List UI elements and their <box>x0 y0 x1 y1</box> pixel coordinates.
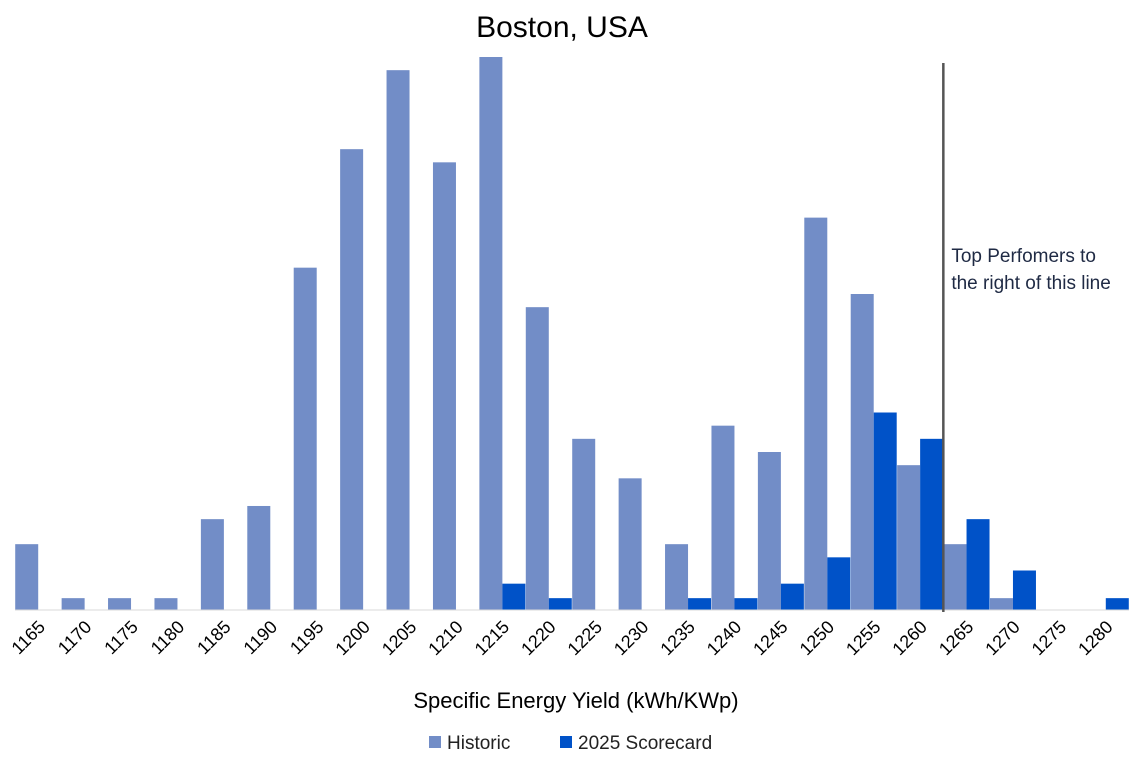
bar-historic-1265 <box>943 544 967 610</box>
bar-historic-1185 <box>200 519 224 610</box>
x-tick-label: 1190 <box>240 617 282 659</box>
bar-historic-1195 <box>293 267 317 610</box>
x-tick-label: 1270 <box>981 617 1023 659</box>
bar-2025-1215 <box>502 583 526 610</box>
x-tick-label: 1220 <box>517 617 559 659</box>
bar-historic-1255 <box>850 294 874 610</box>
x-tick-label: 1255 <box>842 617 884 659</box>
bar-historic-1210 <box>432 162 456 610</box>
legend-swatch-historic <box>429 736 441 748</box>
bar-historic-1225 <box>572 438 596 610</box>
legend-label-historic: Historic <box>447 733 510 754</box>
annotation-text: Top Perfomers to <box>951 246 1096 267</box>
x-tick-label: 1215 <box>471 617 513 659</box>
x-tick-label: 1205 <box>378 617 420 659</box>
bar-2025-1265 <box>966 519 990 610</box>
x-tick-label: 1235 <box>656 617 698 659</box>
bar-2025-1255 <box>873 412 897 610</box>
bar-historic-1190 <box>247 505 271 610</box>
bar-historic-1245 <box>757 452 781 610</box>
x-axis-label: Specific Energy Yield (kWh/KWp) <box>413 688 738 713</box>
bar-historic-1270 <box>989 598 1013 610</box>
x-tick-label: 1250 <box>796 617 838 659</box>
bar-2025-1270 <box>1012 570 1036 610</box>
x-tick-labels: 1165 1170 1175 1180 1185 1190 1195 1200 1205 1210… <box>8 617 1117 659</box>
x-tick-label: 1260 <box>888 617 930 659</box>
bar-historic-1205 <box>386 70 410 611</box>
bar-historic-1260 <box>897 465 921 610</box>
bar-2025-1280 <box>1105 598 1129 610</box>
bar-historic-1235 <box>665 544 689 610</box>
x-tick-label: 1265 <box>935 617 977 659</box>
bar-historic-1165 <box>15 544 39 610</box>
bars-group <box>15 57 1129 611</box>
bar-historic-1215 <box>479 57 503 610</box>
bar-historic-1240 <box>711 425 735 610</box>
bar-historic-1180 <box>154 598 178 610</box>
x-tick-label: 1245 <box>749 617 791 659</box>
bar-historic-1175 <box>108 598 132 610</box>
x-tick-label: 1275 <box>1028 617 1070 659</box>
x-tick-label: 1240 <box>703 617 745 659</box>
chart-title: Boston, USA <box>476 11 648 44</box>
bar-historic-1250 <box>804 217 828 610</box>
legend: Historic 2025 Scorecard <box>429 733 712 754</box>
x-tick-label: 1280 <box>1074 617 1116 659</box>
bar-2025-1240 <box>734 598 758 610</box>
x-tick-label: 1195 <box>286 617 328 659</box>
x-tick-label: 1165 <box>8 617 50 659</box>
bar-historic-1230 <box>618 478 642 610</box>
bar-2025-1235 <box>688 598 712 610</box>
x-tick-label: 1230 <box>610 617 652 659</box>
x-tick-label: 1200 <box>331 617 373 659</box>
reference-line-group: Top Perfomers to the right of this line <box>942 63 1111 612</box>
x-tick-label: 1225 <box>564 617 606 659</box>
legend-label-2025: 2025 Scorecard <box>578 733 712 754</box>
bar-2025-1260 <box>920 438 944 610</box>
bar-historic-1220 <box>525 307 549 610</box>
x-tick-label: 1185 <box>193 617 235 659</box>
annotation-text: the right of this line <box>951 273 1110 294</box>
bar-2025-1250 <box>827 557 851 610</box>
x-tick-label: 1180 <box>147 617 189 659</box>
x-tick-label: 1170 <box>54 617 96 659</box>
bar-historic-1200 <box>340 149 364 611</box>
bar-2025-1220 <box>548 598 572 610</box>
bar-historic-1170 <box>61 598 85 610</box>
x-tick-label: 1175 <box>100 617 142 659</box>
x-tick-label: 1210 <box>424 617 466 659</box>
bar-2025-1245 <box>780 583 804 610</box>
legend-swatch-2025 <box>560 736 572 748</box>
